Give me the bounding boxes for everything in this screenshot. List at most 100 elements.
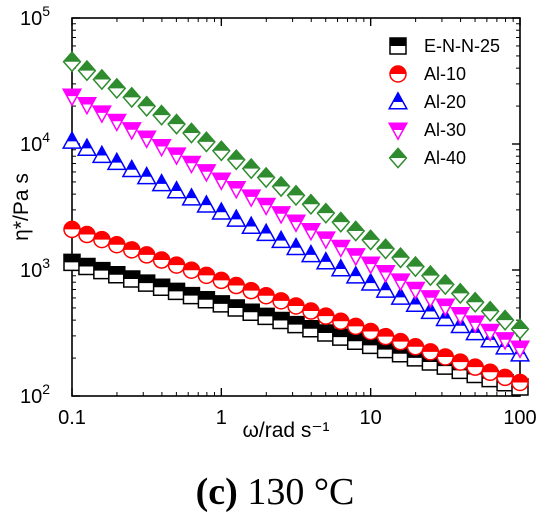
data-point — [212, 295, 231, 313]
marker-fill — [64, 221, 80, 230]
marker-fill — [481, 324, 499, 332]
data-point — [181, 155, 202, 175]
marker-fill — [290, 238, 302, 248]
legend-label: E-N-N-25 — [424, 36, 500, 56]
marker-fill — [317, 308, 334, 317]
data-point — [108, 266, 126, 284]
marker-fill — [138, 275, 155, 284]
marker-fill — [123, 241, 140, 250]
marker-fill — [78, 226, 95, 235]
data-point — [332, 328, 350, 346]
marker-fill — [347, 221, 365, 232]
data-point — [256, 197, 277, 217]
marker-fill — [183, 287, 200, 296]
data-point — [330, 258, 351, 277]
marker-fill — [108, 236, 125, 245]
caption-temperature: 130 °C — [247, 471, 355, 513]
data-point — [152, 104, 171, 126]
data-point — [420, 290, 441, 309]
data-point — [78, 257, 96, 276]
marker-fill — [407, 257, 424, 267]
marker-fill — [511, 341, 529, 349]
data-point — [480, 323, 501, 343]
legend-item: E-N-N-25 — [389, 36, 500, 56]
marker-fill — [123, 270, 140, 279]
marker-fill — [66, 132, 78, 142]
marker-fill — [201, 195, 212, 206]
data-point — [451, 353, 470, 371]
data-point — [272, 311, 290, 330]
data-point — [106, 151, 127, 171]
marker-fill — [452, 354, 469, 363]
data-point — [465, 315, 486, 334]
marker-fill — [126, 160, 137, 170]
data-point — [361, 322, 380, 341]
marker-fill — [242, 190, 261, 197]
data-point — [93, 261, 111, 280]
marker-fill — [377, 239, 395, 249]
data-point — [494, 332, 516, 351]
data-point — [137, 95, 157, 117]
data-point — [316, 202, 336, 224]
chart-svg: 0.1 1 10 100 102 103 104 105 ω/rad s⁻¹ η*/Pa s E-N… — [10, 3, 537, 442]
data-point — [480, 300, 500, 322]
data-point — [271, 206, 292, 225]
data-point — [421, 264, 440, 287]
marker-fill — [171, 181, 182, 191]
marker-fill — [273, 312, 290, 321]
marker-fill — [258, 287, 275, 296]
legend-marker — [387, 91, 409, 110]
marker-fill — [287, 297, 304, 306]
marker-fill — [512, 374, 528, 383]
data-point — [122, 86, 142, 109]
marker-fill — [108, 266, 125, 275]
caption-panel-label: (c) — [195, 471, 238, 513]
data-point — [197, 266, 216, 285]
marker-fill — [389, 148, 407, 158]
marker-fill — [421, 290, 440, 298]
marker-fill — [407, 338, 424, 347]
data-point — [346, 317, 365, 336]
marker-fill — [156, 174, 167, 184]
x-axis-title: ω/rad s⁻¹ — [243, 419, 330, 442]
data-point — [450, 306, 471, 326]
marker-fill — [332, 329, 349, 338]
data-point — [481, 363, 499, 382]
data-point — [390, 286, 411, 305]
marker-fill — [391, 274, 410, 281]
data-point — [406, 338, 425, 356]
data-point — [121, 158, 142, 178]
marker-fill — [78, 258, 95, 267]
marker-fill — [302, 320, 319, 329]
marker-fill — [64, 254, 80, 263]
marker-fill — [276, 231, 287, 241]
x-tick-label: 0.1 — [58, 407, 86, 429]
data-point — [76, 137, 98, 156]
marker-fill — [422, 265, 439, 276]
marker-fill — [302, 194, 320, 205]
data-point — [271, 175, 291, 198]
data-point — [166, 147, 187, 166]
marker-fill — [317, 324, 334, 333]
marker-fill — [380, 281, 391, 291]
x-tick-label: 10 — [360, 407, 382, 429]
marker-fill — [93, 69, 111, 80]
marker-fill — [365, 273, 376, 284]
marker-fill — [317, 232, 335, 239]
data-point — [61, 88, 83, 107]
data-point — [465, 291, 485, 314]
x-tick-label: 1 — [216, 407, 227, 429]
data-point — [211, 140, 231, 162]
data-point — [62, 50, 82, 73]
marker-fill — [228, 277, 245, 286]
data-point — [345, 265, 366, 284]
marker-fill — [227, 181, 246, 189]
marker-fill — [186, 188, 197, 199]
data-point — [212, 271, 231, 290]
data-point — [166, 180, 187, 199]
marker-fill — [152, 139, 171, 147]
data-point — [302, 302, 320, 320]
data-point — [256, 166, 276, 189]
data-point — [241, 157, 261, 180]
